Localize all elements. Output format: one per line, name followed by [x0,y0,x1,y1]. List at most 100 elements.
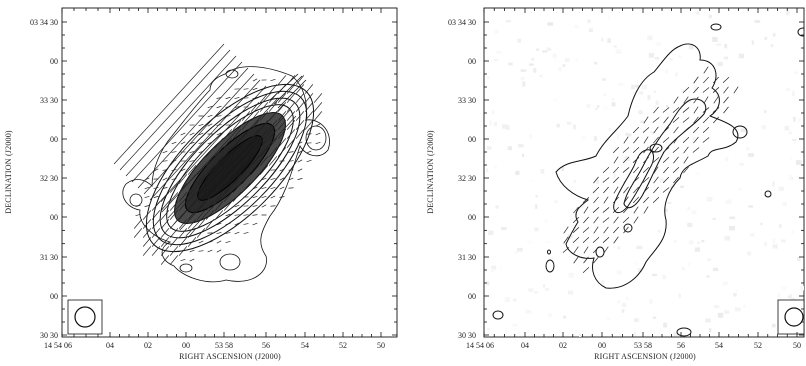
polarization-vector [642,186,650,194]
polarization-vector [250,120,260,130]
noise-speck [665,69,669,74]
polarization-vector [261,204,267,208]
polarization-vector [297,150,303,154]
noise-speck [680,185,684,189]
polarization-vector [187,165,197,175]
polarization-vector [179,109,291,231]
polarization-vector [234,105,240,109]
polarization-vector [241,138,251,148]
polarization-vector [313,111,323,121]
noise-speck [712,37,718,42]
polarization-vector [315,142,321,144]
noise-speck [533,67,537,73]
polarization-vector [682,137,690,143]
polarization-vector [241,174,251,184]
noise-speck [652,316,657,319]
polarization-vector [178,210,188,220]
right-blob-right [732,125,748,139]
polarization-vector [683,96,689,104]
noise-speck [734,307,741,312]
y-tick-label: 31 30 [458,253,476,262]
polarization-vector [295,93,305,103]
polarization-vector [304,102,314,112]
y-tick-label: 33 30 [40,96,58,105]
polarization-vector [142,237,152,247]
polarization-vector [642,177,650,183]
noise-speck [667,113,671,117]
polarization-vector [593,246,599,254]
polarization-vector [295,111,305,121]
y-tick-label: 03 34 30 [448,18,476,27]
polarization-vector [693,136,699,144]
noise-speck [794,71,798,74]
polarization-vector [723,96,729,104]
polarization-vector [189,151,195,153]
polarization-vector [160,228,170,238]
noise-speck [717,62,723,67]
noise-speck [701,239,705,243]
left-beam [67,299,103,335]
polarization-vector [259,165,269,175]
polarization-vector [613,186,619,194]
x-tick-label: 14 54 06 [466,341,494,350]
noise-speck [531,57,534,61]
noise-speck [596,179,600,185]
noise-speck [734,122,737,125]
polarization-vector [297,168,303,172]
polarization-vector [151,219,161,229]
noise-speck [687,222,693,227]
noise-speck [535,48,540,51]
polarization-vector [713,116,719,124]
polarization-vector [241,129,251,139]
noise-speck [735,289,738,292]
polarization-vector [593,196,599,204]
polarization-vector [214,201,224,211]
polarization-vector [252,186,258,190]
noise-speck [724,56,729,60]
noise-speck [575,58,578,63]
polarization-vector [713,76,719,84]
polarization-vector [178,174,188,184]
polarization-vector [277,84,287,94]
polarization-vector [207,141,213,145]
polarization-vector [582,197,590,203]
polarization-vector [169,201,179,211]
polarization-vector [241,156,251,166]
polarization-vector [277,129,287,139]
polarization-vector [643,116,649,124]
noise-speck [696,10,700,15]
polarization-vector [572,227,580,233]
polarization-vector [142,219,152,229]
noise-speck [617,300,621,304]
polarization-vector [198,132,204,136]
y-tick-label: 32 30 [40,174,58,183]
polarization-vector [189,258,195,262]
polarization-vector [270,195,276,199]
polarization-vector [216,105,222,109]
polarization-vector [703,96,709,104]
polarization-vector [268,129,278,139]
noise-speck [760,222,763,226]
polarization-vector [673,136,679,144]
noise-speck [613,45,618,48]
polarization-vector [185,115,297,237]
polarization-vector [198,150,204,154]
noise-speck [607,38,611,44]
noise-speck [789,294,792,299]
noise-speck [546,47,552,51]
noise-speck [525,309,532,314]
polarization-vector [683,146,689,154]
noise-speck [663,322,668,328]
polarization-vector [234,222,240,226]
polarization-vector [171,151,177,153]
noise-speck [638,110,643,115]
polarization-vector [673,126,679,134]
polarization-vector [279,168,285,172]
polarization-vector [125,55,237,177]
polarization-vector [214,174,224,184]
polarization-vector [144,205,150,207]
polarization-vector [673,156,679,164]
polarization-vector [612,176,620,184]
polarization-vector [572,216,580,224]
polarization-vector [232,147,242,157]
